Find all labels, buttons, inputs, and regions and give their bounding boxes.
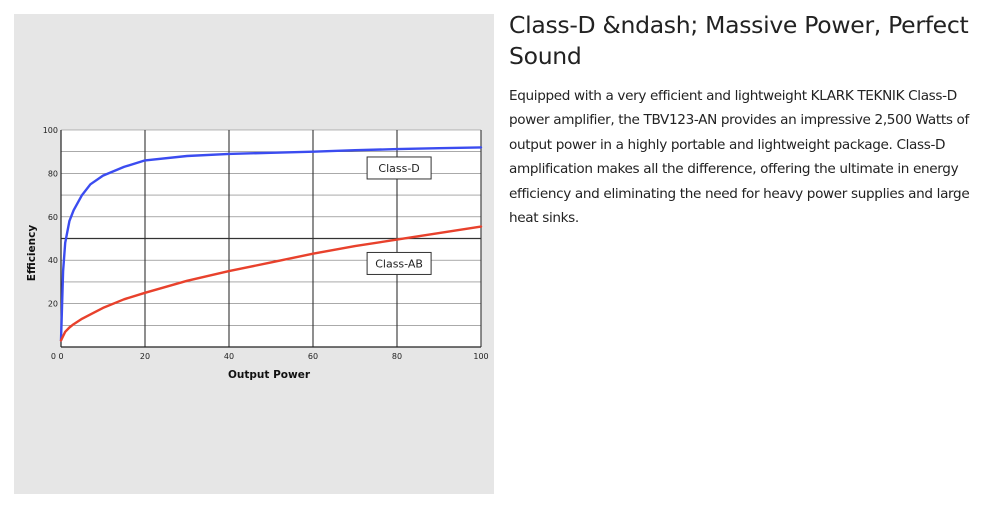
y-tick-label: 20 — [48, 300, 58, 309]
series-label-class-ab: Class-AB — [375, 257, 423, 270]
efficiency-chart-panel: 0 20 40 60 80 100 0 20 40 60 80 100 Class-D Class-AB… — [14, 14, 494, 494]
y-tick-label: 60 — [48, 213, 58, 222]
x-tick-label: 80 — [392, 352, 402, 361]
series-lines — [59, 146, 483, 342]
efficiency-chart: 0 20 40 60 80 100 0 20 40 60 80 100 Class-D Class-AB… — [26, 126, 489, 381]
series-label-box — [366, 156, 432, 180]
x-tick-label: 60 — [308, 352, 318, 361]
y-tick-label: 40 — [48, 256, 58, 265]
y-tick-label: 0 — [51, 352, 56, 361]
series-labels: Class-D Class-AB — [366, 156, 432, 275]
x-tick-label: 0 — [58, 352, 63, 361]
series-label-box — [366, 251, 432, 275]
series-label-class-d: Class-D — [378, 162, 419, 175]
x-tick-label: 40 — [224, 352, 234, 361]
series-line-class-ab — [59, 225, 483, 342]
x-tick-label: 100 — [473, 352, 488, 361]
article: Class-D &ndash; Massive Power, Perfect S… — [509, 10, 995, 230]
x-tick-label: 20 — [140, 352, 150, 361]
tick-labels: 0 20 40 60 80 100 0 20 40 60 80 100 — [43, 126, 489, 361]
x-axis-title: Output Power — [228, 369, 311, 381]
article-title: Class-D &ndash; Massive Power, Perfect S… — [509, 11, 969, 70]
article-body: Equipped with a very efficient and light… — [509, 88, 970, 227]
series-line-class-d — [59, 146, 483, 342]
y-tick-label: 100 — [43, 126, 58, 135]
y-tick-label: 80 — [48, 169, 58, 178]
y-axis-title: Efficiency — [26, 225, 38, 282]
